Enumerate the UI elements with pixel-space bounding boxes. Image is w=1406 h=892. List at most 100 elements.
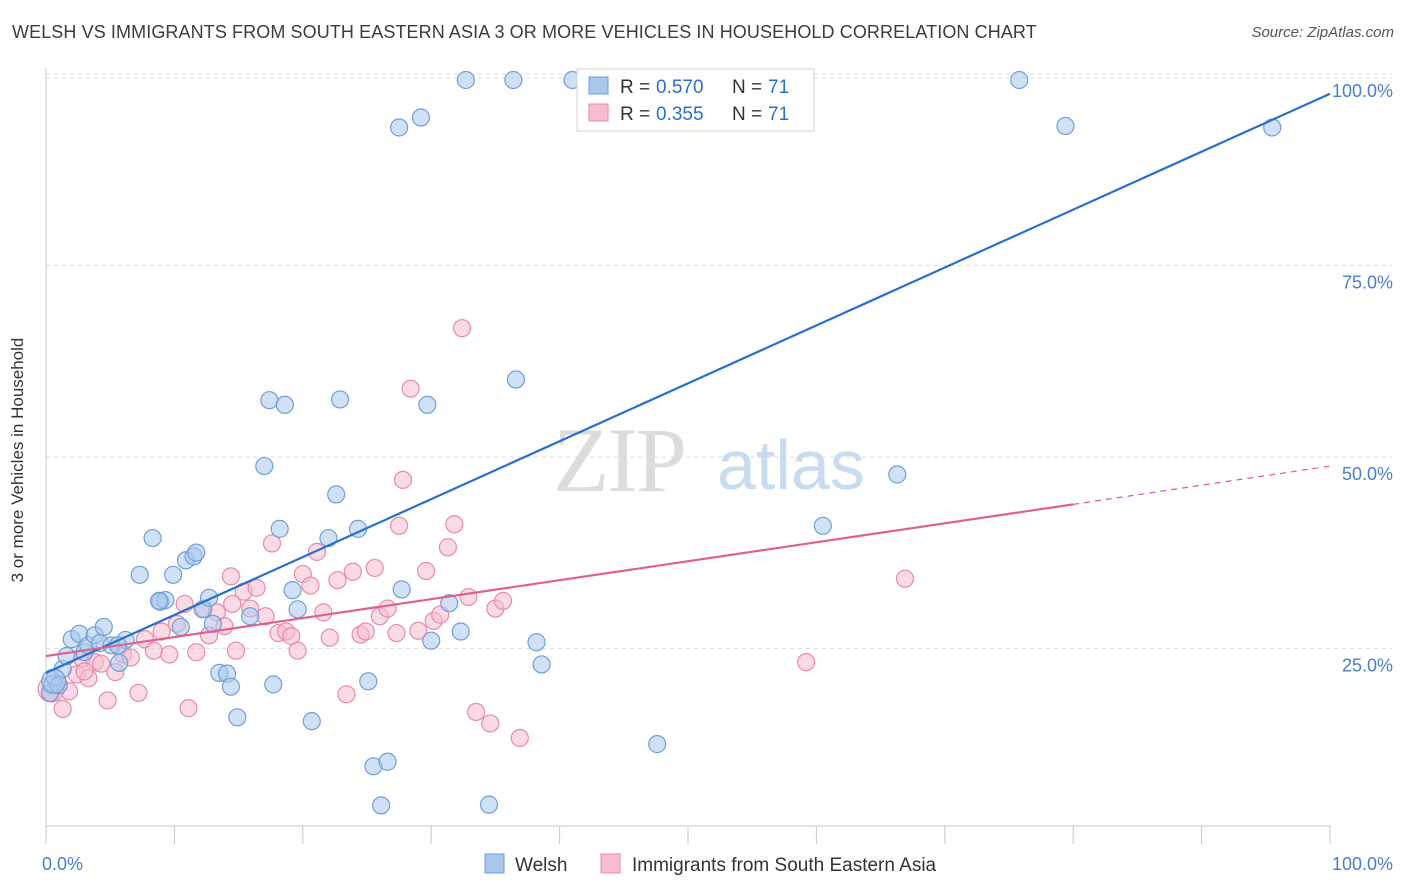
legend-swatch-immigrants	[600, 853, 621, 874]
data-point-welsh	[418, 395, 437, 414]
data-point-immigrants	[401, 379, 420, 398]
data-point-immigrants	[288, 641, 307, 660]
data-point-immigrants	[438, 538, 457, 557]
data-point-immigrants	[221, 567, 240, 586]
data-point-immigrants	[53, 699, 72, 718]
data-point-welsh	[228, 708, 247, 727]
legend-n-value: 71	[768, 104, 789, 125]
x-tick-label: 0.0%	[42, 854, 83, 874]
data-point-welsh	[456, 70, 475, 90]
data-point-immigrants	[337, 685, 356, 704]
trend-line-welsh	[45, 92, 1331, 674]
data-point-immigrants	[343, 562, 362, 581]
data-point-immigrants	[144, 641, 163, 660]
data-point-welsh	[302, 712, 321, 731]
legend-r-label: R =	[620, 77, 650, 98]
data-point-welsh	[411, 108, 431, 127]
legend-n-value: 71	[768, 77, 789, 98]
data-point-immigrants	[75, 662, 94, 681]
series-legend: Welsh Immigrants from South Eastern Asia	[484, 853, 937, 876]
data-point-welsh	[187, 543, 206, 562]
legend-r-value: 0.355	[656, 104, 704, 125]
correlation-legend: R = 0.570 N = 71 R = 0.355 N = 71	[576, 68, 815, 132]
data-point-welsh	[41, 668, 67, 694]
legend-swatch-immigrants	[588, 103, 609, 122]
data-point-welsh	[164, 565, 183, 584]
data-point-immigrants	[301, 576, 320, 595]
data-point-immigrants	[92, 654, 111, 673]
data-point-immigrants	[223, 594, 242, 614]
data-point-immigrants	[160, 645, 179, 664]
data-point-immigrants	[356, 622, 375, 641]
data-point-welsh	[479, 795, 499, 814]
data-point-welsh	[422, 631, 441, 650]
legend-r-value: 0.570	[656, 77, 704, 98]
data-point-welsh	[1056, 116, 1075, 136]
data-point-immigrants	[387, 623, 406, 643]
data-point-welsh	[94, 617, 113, 637]
data-point-immigrants	[226, 641, 246, 660]
y-tick-label: 75.0%	[1342, 273, 1393, 293]
data-point-welsh	[451, 622, 470, 641]
data-point-welsh	[813, 516, 832, 535]
data-point-welsh	[330, 390, 350, 409]
welsh-points	[40, 70, 1282, 815]
trend-line-immigrants	[45, 503, 1074, 658]
tick-labels: 25.0% 50.0% 75.0% 100.0% 0.0% 100.0%	[42, 81, 1393, 874]
x-tick-label: 100.0%	[1332, 854, 1393, 874]
data-point-immigrants	[895, 569, 915, 588]
axes	[45, 68, 1331, 844]
legend-label-welsh: Welsh	[515, 855, 567, 876]
y-tick-label: 50.0%	[1342, 464, 1393, 484]
data-point-immigrants	[328, 571, 347, 590]
watermark-atlas: atlas	[717, 426, 865, 504]
legend-r-label: R =	[620, 104, 650, 125]
data-point-welsh	[390, 118, 409, 137]
data-point-welsh	[532, 655, 551, 674]
data-point-welsh	[264, 675, 283, 694]
gridlines	[46, 73, 1392, 649]
data-point-immigrants	[378, 599, 397, 618]
data-point-welsh	[506, 370, 526, 389]
y-tick-label: 100.0%	[1332, 81, 1393, 101]
data-point-welsh	[143, 528, 162, 548]
data-point-welsh	[527, 633, 546, 652]
data-point-immigrants	[98, 691, 117, 710]
data-point-welsh	[1010, 70, 1029, 90]
data-point-welsh	[171, 617, 190, 637]
data-point-immigrants	[247, 578, 266, 597]
data-point-immigrants	[452, 319, 472, 338]
data-point-welsh	[504, 70, 523, 90]
data-point-welsh	[648, 735, 667, 754]
data-point-welsh	[270, 519, 289, 538]
data-point-welsh	[327, 485, 346, 504]
data-point-welsh	[372, 796, 391, 815]
data-point-welsh	[359, 672, 378, 691]
data-point-welsh	[149, 591, 169, 610]
data-point-welsh	[260, 391, 279, 410]
watermark-zip: ZIP	[553, 409, 685, 511]
data-point-immigrants	[494, 591, 513, 610]
data-point-immigrants	[262, 534, 282, 553]
data-point-welsh	[130, 565, 149, 584]
data-point-welsh	[110, 653, 129, 673]
data-point-welsh	[275, 395, 294, 414]
data-point-immigrants	[393, 470, 413, 489]
data-point-immigrants	[467, 702, 486, 722]
legend-n-label: N =	[732, 104, 762, 125]
data-point-immigrants	[409, 621, 428, 640]
data-point-immigrants	[187, 643, 206, 662]
legend-label-immigrants: Immigrants from South Eastern Asia	[632, 855, 937, 876]
trend-lines	[45, 92, 1331, 674]
data-point-immigrants	[445, 515, 464, 534]
y-tick-label: 25.0%	[1342, 656, 1393, 676]
data-point-welsh	[288, 600, 307, 619]
immigrants-points	[37, 319, 915, 748]
data-point-welsh	[888, 465, 907, 484]
data-point-welsh	[241, 607, 260, 626]
data-point-welsh	[392, 580, 411, 599]
data-point-immigrants	[481, 714, 500, 733]
data-point-welsh	[378, 752, 397, 771]
data-point-welsh	[283, 581, 302, 600]
